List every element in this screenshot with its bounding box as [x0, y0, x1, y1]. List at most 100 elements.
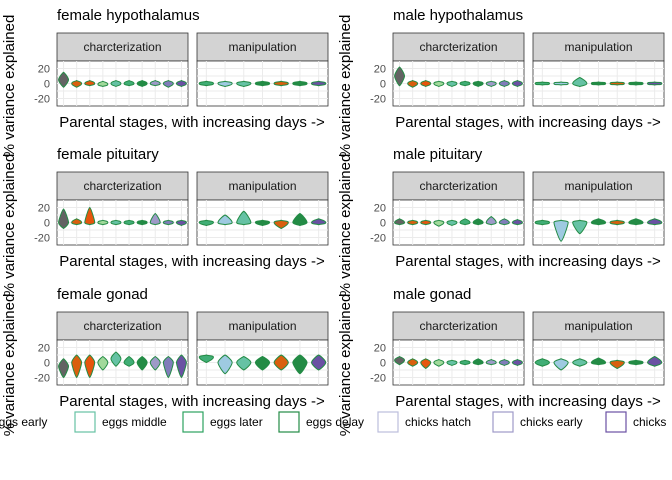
violin: [217, 354, 233, 375]
facet-0: female hypothalamus % variance explained P…: [1, 7, 329, 158]
legend-label: chicks: [633, 415, 666, 429]
violin: [446, 219, 458, 227]
violin: [292, 354, 308, 375]
x-axis-title: Parental stages, with increasing days ->: [59, 253, 325, 270]
violin: [217, 214, 233, 226]
violin: [498, 218, 510, 226]
x-axis-title: Parental stages, with increasing days ->: [395, 253, 661, 270]
violin: [394, 218, 406, 226]
violin: [472, 80, 484, 88]
y-tick-label: 0: [44, 358, 50, 370]
violin: [236, 210, 252, 226]
violin: [647, 81, 663, 86]
facet-strip: [196, 32, 329, 62]
violin: [175, 79, 187, 88]
violin: [553, 219, 569, 242]
violin: [420, 79, 432, 88]
legend-key: [74, 411, 96, 433]
violin: [394, 66, 406, 87]
facet-title: female pituitary: [57, 146, 159, 163]
y-axis-title: % variance explained: [337, 154, 354, 297]
violin: [97, 80, 109, 88]
legend-item: eggs early: [0, 415, 47, 429]
violin: [485, 80, 497, 88]
violin: [273, 354, 289, 371]
violin: [433, 358, 445, 367]
violin: [553, 81, 569, 86]
violin: [58, 208, 70, 230]
y-tick-label: -20: [370, 233, 386, 245]
violin: [149, 212, 161, 226]
violin: [123, 355, 135, 367]
violin: [236, 355, 252, 371]
facet-strip: [532, 32, 665, 62]
violin: [420, 358, 432, 370]
facet-title: male gonad: [393, 286, 471, 303]
facet-strip-label: manipulation: [564, 179, 632, 193]
violin: [459, 80, 471, 87]
violin: [292, 80, 308, 87]
violin: [459, 218, 471, 226]
violin: [149, 79, 161, 87]
violin: [162, 355, 174, 379]
y-tick-label: -20: [34, 94, 50, 106]
facet-strip: [56, 32, 189, 62]
legend-item: eggs later: [182, 411, 263, 433]
violin: [609, 359, 625, 370]
violin: [311, 354, 327, 371]
facet-strip-label: charcterization: [83, 179, 161, 193]
y-tick-label: -20: [34, 373, 50, 385]
facet-strip-label: manipulation: [228, 179, 296, 193]
y-tick-label: 20: [374, 343, 386, 355]
violin: [609, 219, 625, 226]
facet-5: male gonad % variance explained Parental s…: [337, 286, 665, 436]
legend-label: chicks early: [520, 415, 583, 429]
y-tick-label: -20: [34, 233, 50, 245]
facet-strip: [196, 311, 329, 341]
violin: [647, 218, 663, 226]
violin: [534, 358, 550, 367]
facet-strip-label: manipulation: [564, 40, 632, 54]
violin: [446, 80, 458, 88]
violin: [162, 219, 174, 226]
violin: [394, 355, 406, 366]
legend-item: eggs middle: [74, 411, 167, 433]
legend-label: eggs early: [0, 415, 47, 429]
violin: [110, 219, 122, 226]
violin: [97, 355, 109, 371]
facet-3: male pituitary % variance explained Parent…: [337, 146, 665, 297]
y-tick-label: -20: [370, 94, 386, 106]
facet-strip-label: charcterization: [83, 40, 161, 54]
y-tick-label: 20: [38, 64, 50, 76]
violin: [311, 80, 327, 87]
violin: [628, 359, 644, 366]
legend-label: chicks hatch: [405, 415, 471, 429]
y-tick-label: 0: [44, 79, 50, 91]
violin: [472, 218, 484, 226]
violin: [236, 80, 252, 88]
y-axis-title: % variance explained: [1, 15, 18, 158]
violin: [590, 218, 607, 226]
violin: [472, 358, 484, 366]
facet-strip-label: charcterization: [419, 40, 497, 54]
facet-strip: [392, 311, 525, 341]
violin: [498, 79, 510, 88]
facet-1: male hypothalamus % variance explained Par…: [337, 7, 665, 157]
y-tick-label: 0: [380, 79, 386, 91]
violin: [647, 355, 663, 367]
violin: [123, 79, 135, 87]
violin: [590, 357, 607, 366]
x-axis-title: Parental stages, with increasing days ->: [395, 114, 661, 131]
legend-item: chicks: [605, 411, 666, 433]
y-axis-title: % variance explained: [1, 154, 18, 297]
violin: [84, 206, 96, 226]
violin: [534, 219, 550, 226]
violin: [311, 218, 327, 226]
facet-strip: [56, 311, 189, 341]
violin: [433, 219, 445, 227]
violin: [71, 218, 83, 226]
violin: [498, 358, 510, 367]
violin: [433, 80, 445, 88]
violin: [175, 219, 187, 227]
